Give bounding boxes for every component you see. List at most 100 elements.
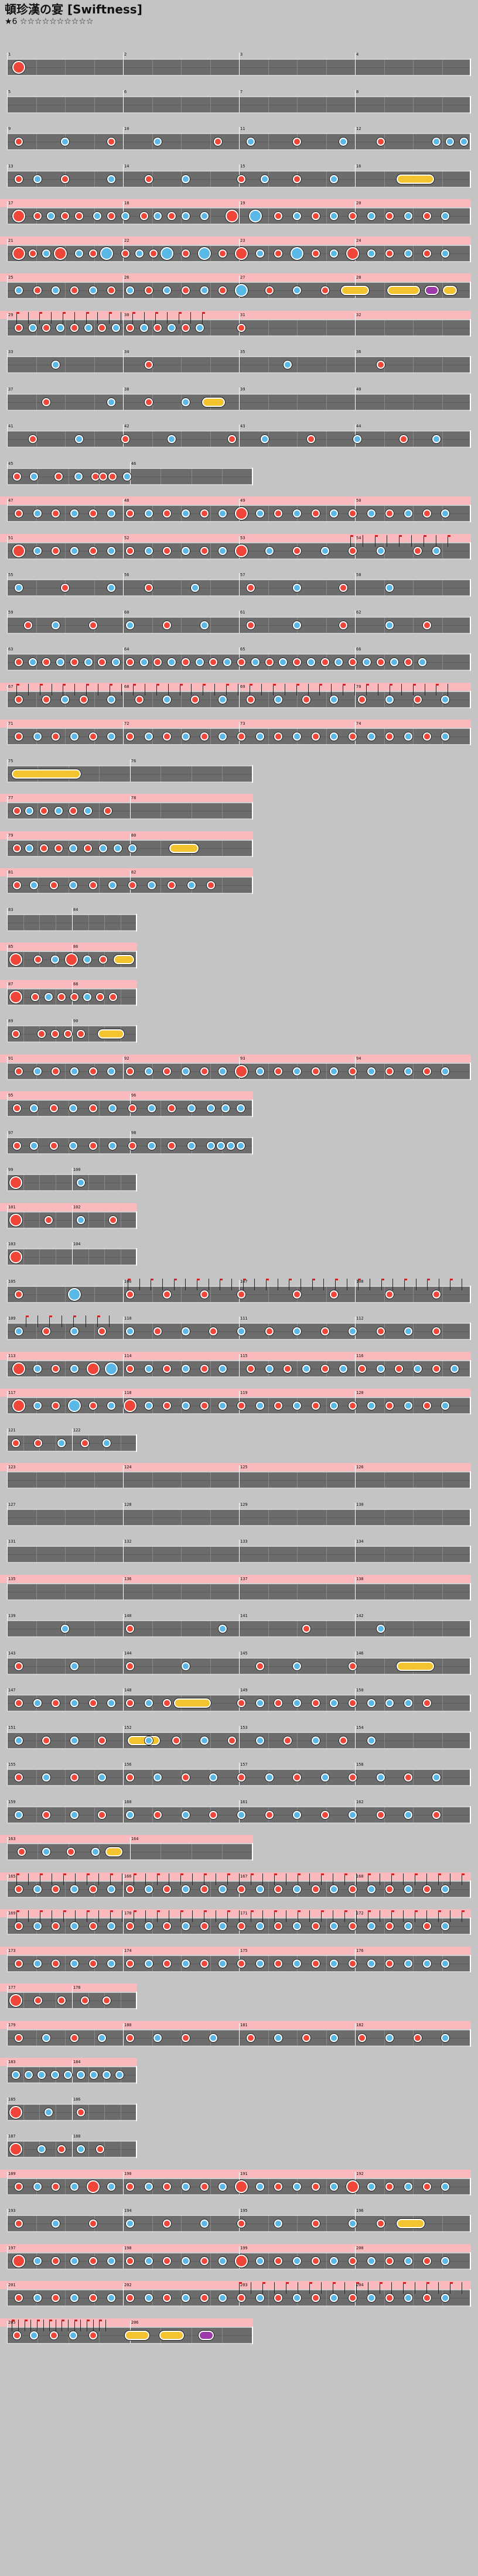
don-note	[52, 1885, 60, 1893]
ka-note	[98, 1773, 107, 1782]
don-note	[61, 584, 70, 592]
don-note	[181, 249, 190, 258]
don-note	[349, 1662, 357, 1670]
don-note	[14, 732, 23, 741]
lyric-tick	[331, 683, 332, 696]
beatline	[384, 2030, 385, 2046]
drumroll-note	[202, 397, 226, 407]
barline	[7, 499, 8, 521]
don-note	[237, 2219, 245, 2228]
barline	[123, 2283, 124, 2306]
beatline	[210, 1919, 211, 1934]
lane-end	[470, 653, 471, 671]
beatline	[94, 394, 95, 410]
beatline	[326, 1509, 327, 1525]
don-note	[349, 1402, 357, 1410]
don-note	[135, 695, 144, 704]
lane-end	[470, 1731, 471, 1749]
beatline	[268, 1509, 269, 1525]
beatline	[65, 60, 66, 75]
barline	[129, 1837, 131, 1859]
chart-row: 159 160 161 162	[0, 1796, 477, 1832]
lyric-flag	[63, 311, 66, 314]
don-note	[128, 1141, 136, 1150]
beatline	[65, 357, 66, 372]
ka-note	[44, 2108, 53, 2116]
ka-note	[56, 658, 65, 666]
barline	[7, 648, 8, 670]
lyric-tick	[404, 1278, 405, 1290]
beatline	[37, 1101, 39, 1116]
bar-number: 145	[240, 1650, 248, 1656]
beatline	[36, 1324, 37, 1339]
bar-number: 121	[8, 1427, 16, 1433]
don-note	[61, 212, 70, 220]
don-note	[14, 174, 23, 183]
bar-number: 143	[8, 1650, 16, 1656]
lyric-tick	[391, 1910, 392, 1922]
bar-number: 189	[8, 2171, 16, 2176]
lyric-tick	[344, 2282, 346, 2294]
bar-number: 194	[124, 2208, 132, 2213]
don-note	[163, 1959, 172, 1968]
beatline	[152, 1286, 153, 1302]
bar-number: 87	[8, 981, 13, 986]
ka-note	[255, 2256, 264, 2265]
ka-note	[98, 844, 107, 852]
beatline	[104, 2142, 105, 2157]
don-note	[88, 1959, 97, 1968]
lyric-tick	[427, 1278, 428, 1290]
beatline	[442, 1324, 443, 1339]
ka-note	[218, 1364, 227, 1373]
ka-note	[385, 621, 394, 629]
beatline	[442, 1770, 443, 1785]
ka-note	[14, 1327, 23, 1335]
don-note	[190, 695, 199, 704]
note-lane	[7, 1131, 253, 1155]
lyric-tick	[239, 2282, 240, 2294]
barline	[71, 1168, 73, 1190]
bar-number: 204	[356, 2283, 364, 2287]
don-note	[52, 732, 60, 741]
don-note	[209, 1810, 218, 1819]
barline	[7, 1725, 8, 1748]
note-lane	[7, 238, 471, 262]
bar-number: 40	[356, 386, 361, 392]
beatline	[23, 2104, 24, 2120]
ka-note	[218, 2294, 227, 2302]
lyric-flag	[462, 1910, 465, 1912]
lane-end	[251, 2326, 253, 2344]
note-lane	[7, 1873, 471, 1898]
don-note	[12, 2331, 21, 2339]
barline	[7, 53, 8, 75]
bar-number: 182	[356, 2022, 364, 2027]
chart-header: 頓珍漢の宴 [Swiftness] ★6 ☆☆☆☆☆☆☆☆☆☆	[5, 2, 142, 27]
lyric-flag	[321, 1910, 325, 1912]
don-note	[320, 286, 329, 294]
balloon-note	[199, 2330, 214, 2340]
lyric-tick	[403, 1873, 404, 1885]
ka-note	[207, 1141, 216, 1150]
don-note	[274, 1922, 283, 1930]
ka-note	[168, 658, 176, 666]
beatline	[65, 1695, 66, 1711]
don-note	[320, 1364, 329, 1373]
don-note	[432, 1290, 441, 1299]
lyric-flag	[251, 1910, 254, 1912]
section-band	[0, 1574, 471, 1583]
ka-big-note	[161, 246, 174, 260]
lyric-tick	[155, 311, 156, 324]
don-note	[320, 1810, 329, 1819]
bar-number: 131	[8, 1539, 16, 1544]
don-note	[265, 658, 274, 666]
don-note	[107, 212, 116, 220]
note-lane	[7, 127, 471, 150]
lyric-flag	[438, 1873, 442, 1875]
bar-number: 178	[73, 1985, 81, 1990]
bar-number: 138	[356, 1576, 364, 1581]
bar-number: 102	[73, 1204, 81, 1210]
bar-number: 44	[356, 424, 361, 429]
beatline	[181, 1063, 182, 1079]
lyric-tick	[167, 311, 168, 324]
